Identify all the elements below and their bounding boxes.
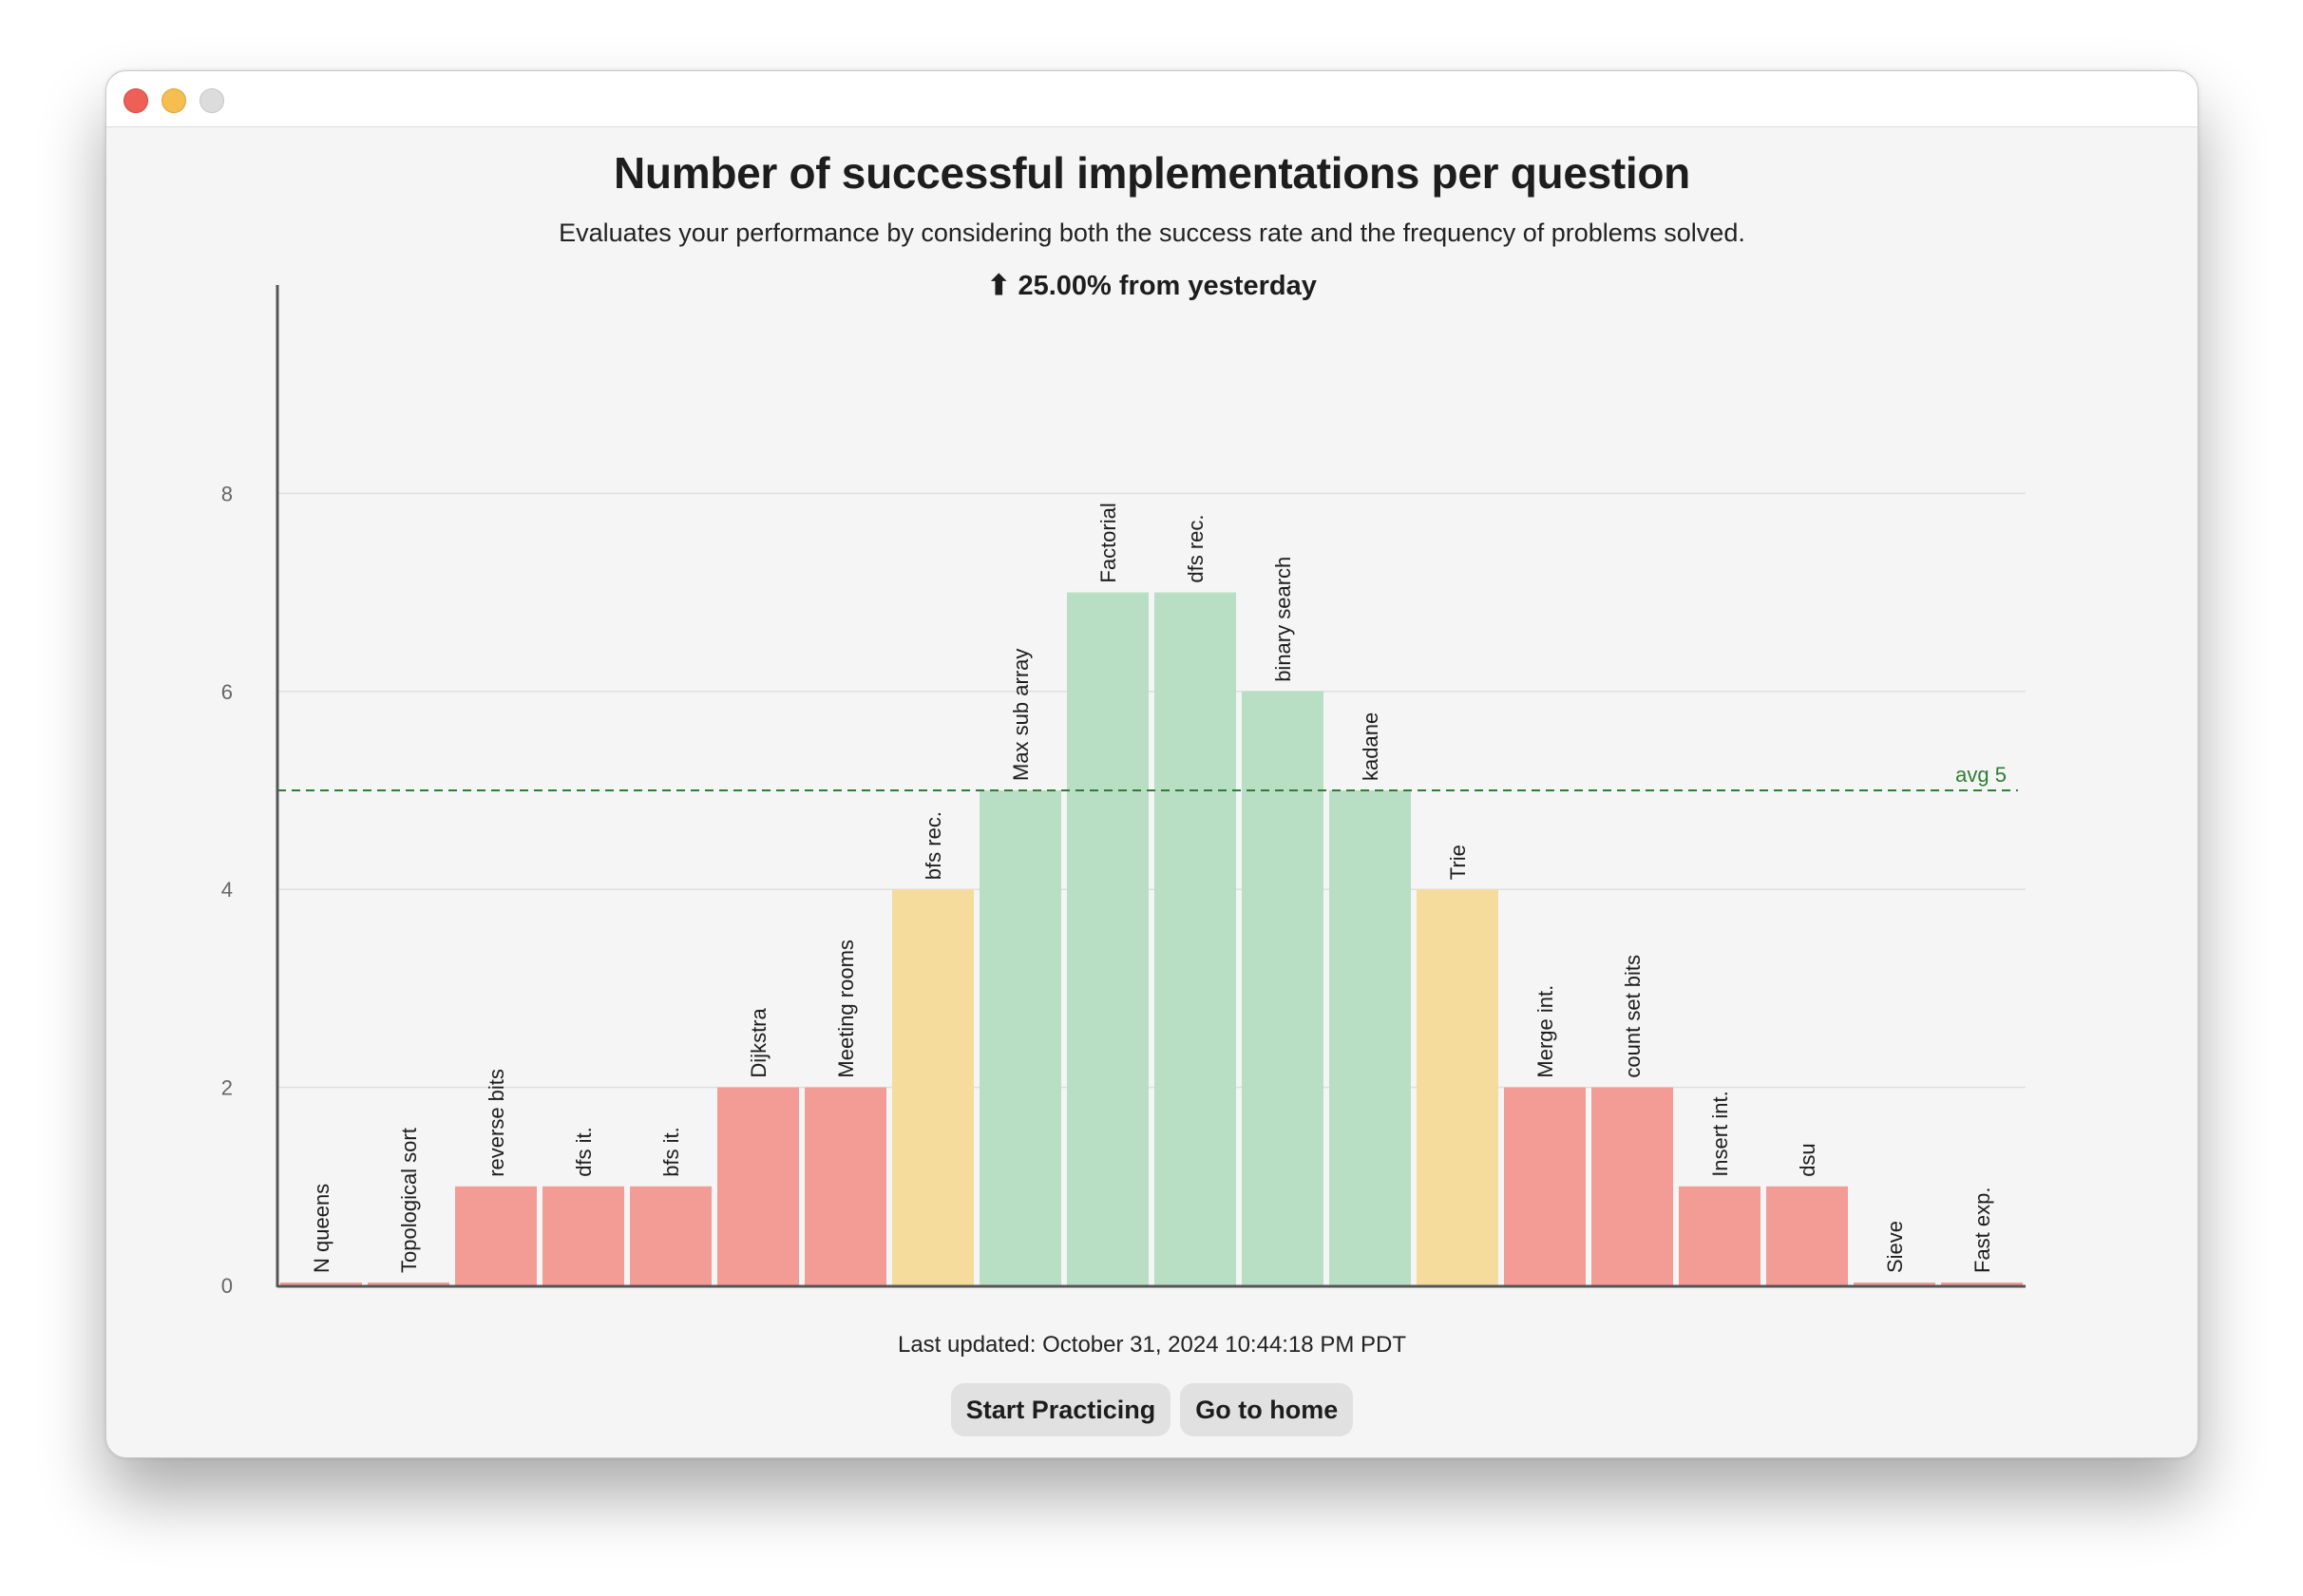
- bar-label: Trie: [1446, 845, 1470, 880]
- bar: [980, 790, 1061, 1285]
- bar-label: Fast exp.: [1970, 1188, 1994, 1273]
- bar: [1679, 1186, 1761, 1285]
- bar-label: dfs it.: [572, 1127, 596, 1177]
- app-window: Number of successful implementations per…: [105, 70, 2198, 1458]
- bar: [892, 889, 974, 1285]
- bar: [805, 1087, 886, 1285]
- bar-label: kadane: [1359, 712, 1382, 781]
- bar: [1329, 790, 1411, 1285]
- zoom-button[interactable]: [200, 88, 224, 113]
- go-to-home-button[interactable]: Go to home: [1180, 1383, 1354, 1436]
- bar: [1591, 1087, 1673, 1285]
- bar-label: Meeting rooms: [834, 940, 858, 1078]
- grid-lines: [277, 492, 2026, 1089]
- bar-label: Sieve: [1883, 1221, 1907, 1273]
- start-practicing-button[interactable]: Start Practicing: [950, 1383, 1171, 1436]
- last-updated-text: Last updated: October 31, 2024 10:44:18 …: [897, 1332, 1406, 1358]
- bar: [1766, 1186, 1848, 1285]
- bar-label: dsu: [1796, 1143, 1819, 1176]
- bar-label: Max sub array: [1009, 649, 1033, 781]
- bar: [1941, 1282, 2023, 1285]
- bar: [1154, 592, 1236, 1285]
- average-line: avg 5: [277, 763, 2018, 791]
- y-tick-label: 6: [221, 680, 233, 704]
- bar: [1067, 592, 1149, 1285]
- bars: [280, 592, 2023, 1285]
- y-tick-label: 4: [221, 878, 233, 902]
- bar: [1854, 1282, 1935, 1285]
- bar-label: Topological sort: [397, 1128, 421, 1273]
- axes: 0 2 4 6 8: [221, 285, 2026, 1298]
- title-bar: [106, 71, 2198, 127]
- avg-label: avg 5: [1955, 763, 2007, 787]
- bar: [630, 1186, 712, 1285]
- bar-label: Merge int.: [1533, 985, 1557, 1078]
- bar-label: Factorial: [1096, 503, 1120, 582]
- bar: [717, 1087, 799, 1285]
- bar-chart: avg 5 0 2 4 6 8 N queens Topological sort reve…: [221, 285, 2026, 1298]
- bar: [1242, 691, 1323, 1285]
- bar-label: Insert int.: [1708, 1091, 1732, 1176]
- chart-title: Number of successful implementations per…: [614, 148, 1690, 198]
- y-tick-label: 2: [221, 1076, 233, 1100]
- bar: [1504, 1087, 1586, 1285]
- bar: [542, 1186, 624, 1285]
- bar-label: Dijkstra: [747, 1007, 771, 1077]
- chart-subtitle: Evaluates your performance by considerin…: [559, 218, 1745, 247]
- bar-label: N queens: [310, 1184, 333, 1273]
- bar-label: bfs rec.: [922, 811, 945, 880]
- y-tick-label: 0: [221, 1274, 233, 1298]
- minimize-button[interactable]: [162, 88, 186, 113]
- arrow-up-icon: ⬆: [987, 271, 1011, 301]
- trend-text: 25.00% from yesterday: [1018, 271, 1317, 301]
- bar-label: bfs it.: [659, 1127, 683, 1177]
- bar-label: count set bits: [1621, 955, 1645, 1078]
- y-tick-label: 8: [221, 482, 233, 505]
- bar-label: binary search: [1271, 557, 1295, 682]
- close-button[interactable]: [124, 88, 148, 113]
- bar: [280, 1282, 362, 1285]
- bar: [455, 1186, 537, 1285]
- bar-label: reverse bits: [485, 1069, 508, 1177]
- bar-label: dfs rec.: [1184, 514, 1208, 582]
- button-row: Start Practicing Go to home: [106, 1383, 2198, 1436]
- bar: [1417, 889, 1498, 1285]
- trend-indicator: ⬆ 25.00% from yesterday: [106, 269, 2198, 302]
- bar: [368, 1282, 449, 1285]
- bar-labels: N queens Topological sort reverse bits dfs …: [310, 503, 1994, 1273]
